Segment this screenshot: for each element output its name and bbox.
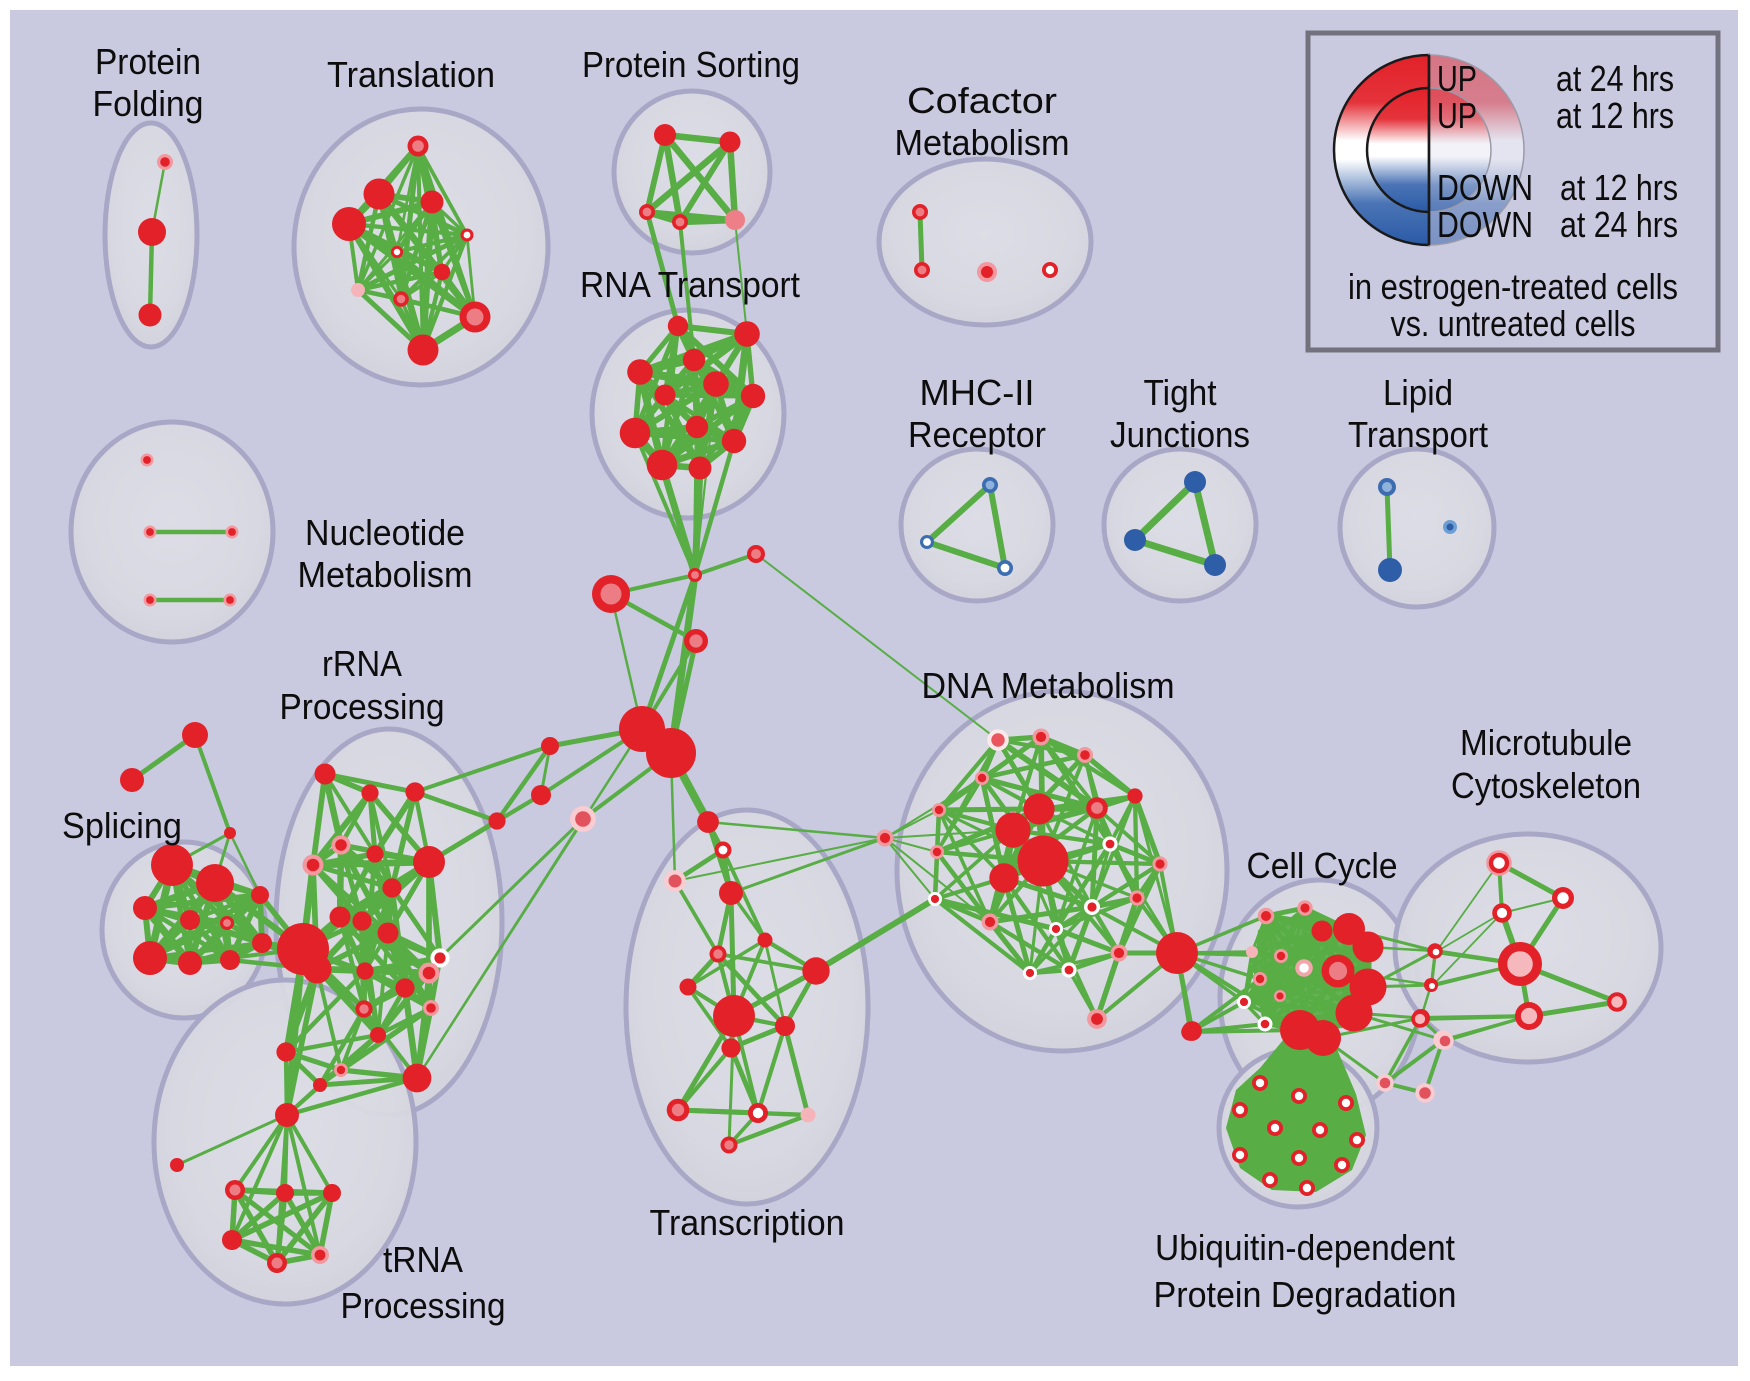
svg-text:Microtubule: Microtubule: [1460, 722, 1632, 763]
svg-text:Cell Cycle: Cell Cycle: [1247, 845, 1398, 886]
svg-text:Nucleotide: Nucleotide: [305, 512, 465, 553]
svg-text:rRNA: rRNA: [322, 643, 402, 684]
svg-text:at 24 hrs: at 24 hrs: [1560, 204, 1678, 245]
svg-text:Lipid: Lipid: [1383, 372, 1453, 413]
svg-text:vs. untreated cells: vs. untreated cells: [1391, 303, 1636, 344]
svg-text:Protein Sorting: Protein Sorting: [582, 44, 800, 85]
svg-text:Translation: Translation: [327, 54, 495, 95]
svg-text:Protein Degradation: Protein Degradation: [1154, 1274, 1457, 1315]
svg-text:Metabolism: Metabolism: [298, 554, 473, 595]
svg-text:Metabolism: Metabolism: [895, 122, 1070, 163]
svg-text:at 12 hrs: at 12 hrs: [1560, 167, 1678, 208]
svg-text:Protein: Protein: [95, 41, 201, 82]
svg-text:RNA Transport: RNA Transport: [580, 264, 800, 305]
svg-text:Cytoskeleton: Cytoskeleton: [1451, 765, 1641, 806]
svg-text:Receptor: Receptor: [908, 414, 1046, 455]
svg-text:Junctions: Junctions: [1110, 414, 1250, 455]
svg-text:Splicing: Splicing: [62, 805, 182, 846]
svg-text:Cofactor: Cofactor: [907, 80, 1057, 121]
svg-text:UP: UP: [1437, 95, 1477, 136]
svg-text:Ubiquitin-dependent: Ubiquitin-dependent: [1155, 1227, 1455, 1268]
svg-text:Processing: Processing: [341, 1285, 506, 1326]
svg-text:at 12 hrs: at 12 hrs: [1556, 95, 1674, 136]
svg-text:in estrogen-treated cells: in estrogen-treated cells: [1348, 266, 1678, 307]
svg-text:tRNA: tRNA: [383, 1239, 463, 1280]
svg-text:Processing: Processing: [280, 686, 445, 727]
svg-text:UP: UP: [1437, 58, 1477, 99]
svg-text:Transport: Transport: [1348, 414, 1488, 455]
svg-text:Transcription: Transcription: [650, 1202, 845, 1243]
svg-text:Tight: Tight: [1144, 372, 1217, 413]
svg-text:DOWN: DOWN: [1437, 167, 1533, 208]
svg-text:DNA Metabolism: DNA Metabolism: [922, 665, 1175, 706]
svg-text:MHC-II: MHC-II: [920, 372, 1035, 413]
svg-text:DOWN: DOWN: [1437, 204, 1533, 245]
svg-text:Folding: Folding: [93, 83, 204, 124]
svg-text:at 24 hrs: at 24 hrs: [1556, 58, 1674, 99]
